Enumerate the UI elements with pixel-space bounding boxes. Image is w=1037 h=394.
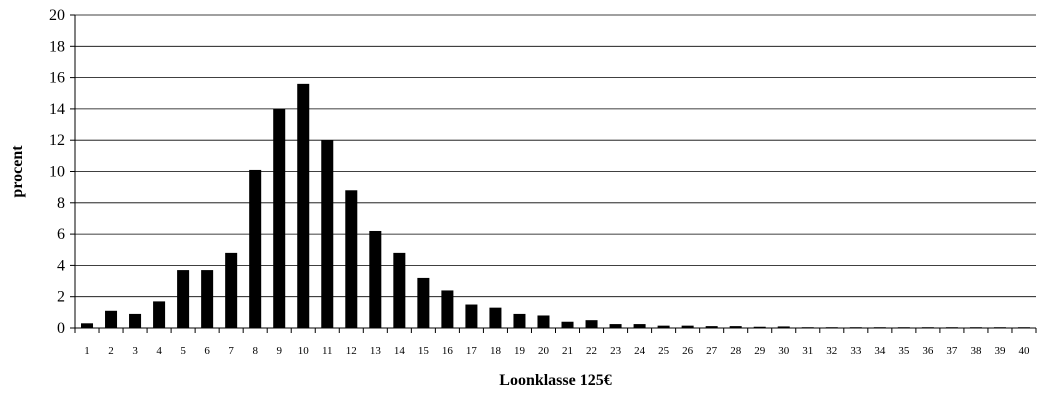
- y-tick-label: 18: [49, 38, 65, 55]
- bar-27: [705, 326, 718, 328]
- x-tick-label: 16: [442, 345, 454, 357]
- bar-16: [441, 290, 454, 328]
- bar-12: [345, 190, 358, 328]
- bar-4: [153, 301, 166, 328]
- x-tick-label: 24: [634, 345, 646, 357]
- bar-8: [249, 169, 262, 328]
- bars: [81, 83, 1030, 329]
- x-tick-label: 20: [538, 345, 550, 357]
- x-tick-label: 8: [252, 345, 258, 357]
- bar-17: [465, 304, 478, 328]
- bar-5: [177, 270, 190, 328]
- x-tick-label: 37: [946, 345, 958, 357]
- y-tick-labels: 0 2 4 6 8 10 12 14 16 18 20: [49, 7, 65, 337]
- bar-26: [681, 325, 694, 328]
- x-tick-label: 21: [562, 345, 573, 357]
- x-tick-label: 25: [658, 345, 670, 357]
- bar-9: [273, 108, 286, 329]
- y-tick-label: 6: [57, 226, 65, 243]
- x-tick-label: 2: [108, 345, 114, 357]
- y-tick-label: 14: [49, 101, 65, 118]
- bar-13: [369, 230, 382, 328]
- bar-20: [537, 315, 550, 328]
- x-tick-label: 27: [706, 345, 718, 357]
- y-tick-label: 4: [57, 257, 65, 274]
- y-tick-label: 12: [49, 132, 65, 149]
- bar-2: [105, 310, 118, 328]
- x-tick-label: 36: [922, 345, 934, 357]
- x-tick-label: 38: [970, 345, 982, 357]
- y-tick-label: 16: [49, 70, 65, 87]
- bar-28: [729, 326, 742, 328]
- bar-22: [585, 320, 598, 328]
- bar-24: [633, 324, 646, 328]
- bar-30: [777, 326, 790, 328]
- x-tick-label: 29: [754, 345, 766, 357]
- bar-10: [297, 83, 310, 328]
- y-tick-label: 0: [57, 320, 65, 337]
- y-tick-label: 2: [57, 289, 65, 306]
- x-tick-label: 26: [682, 345, 694, 357]
- x-tick-label: 17: [466, 345, 478, 357]
- x-tick-label: 35: [898, 345, 910, 357]
- bar-3: [129, 313, 142, 328]
- bar-29: [753, 326, 766, 328]
- bar-19: [513, 313, 526, 328]
- x-tick-label: 40: [1018, 345, 1030, 357]
- bar-6: [201, 270, 214, 328]
- x-tick-label: 19: [514, 345, 526, 357]
- x-tick-label: 23: [610, 345, 622, 357]
- bar-18: [489, 307, 502, 328]
- x-tick-label: 13: [370, 345, 382, 357]
- x-tick-label: 3: [132, 345, 138, 357]
- x-tick-labels: 1 2 3 4 5 6 7 8 9 10 11 12 13 14 15 16 17 18 19 20 21 22 23 24 2…: [74, 328, 1037, 357]
- bar-1: [81, 323, 94, 328]
- y-tick-label: 20: [49, 7, 65, 24]
- x-tick-label: 31: [802, 345, 813, 357]
- y-tick-label: 8: [57, 195, 65, 212]
- x-tick-label: 11: [322, 345, 333, 357]
- x-tick-label: 4: [156, 345, 162, 357]
- x-tick-label: 32: [826, 345, 837, 357]
- x-tick-label: 22: [586, 345, 597, 357]
- x-tick-label: 9: [276, 345, 282, 357]
- bar-11: [321, 140, 334, 328]
- bar-21: [561, 321, 574, 328]
- x-tick-label: 39: [994, 345, 1006, 357]
- x-tick-label: 15: [418, 345, 430, 357]
- x-tick-label: 5: [180, 345, 186, 357]
- x-axis-label: Loonklasse 125€: [499, 372, 611, 389]
- x-tick-label: 12: [346, 345, 357, 357]
- x-tick-label: 30: [778, 345, 790, 357]
- x-tick-label: 14: [394, 345, 406, 357]
- x-tick-label: 1: [84, 345, 90, 357]
- bar-25: [657, 325, 670, 328]
- bar-15: [417, 277, 430, 328]
- y-axis-label: procent: [9, 145, 26, 198]
- x-tick-label: 10: [298, 345, 310, 357]
- bar-14: [393, 252, 406, 328]
- x-tick-label: 6: [204, 345, 210, 357]
- gridlines: [70, 14, 1036, 329]
- bar-7: [225, 252, 238, 328]
- x-tick-label: 33: [850, 345, 862, 357]
- bar-23: [609, 324, 622, 328]
- y-tick-label: 10: [49, 164, 65, 181]
- x-tick-label: 34: [874, 345, 886, 357]
- x-tick-label: 7: [228, 345, 234, 357]
- x-tick-label: 28: [730, 345, 742, 357]
- x-tick-label: 18: [490, 345, 502, 357]
